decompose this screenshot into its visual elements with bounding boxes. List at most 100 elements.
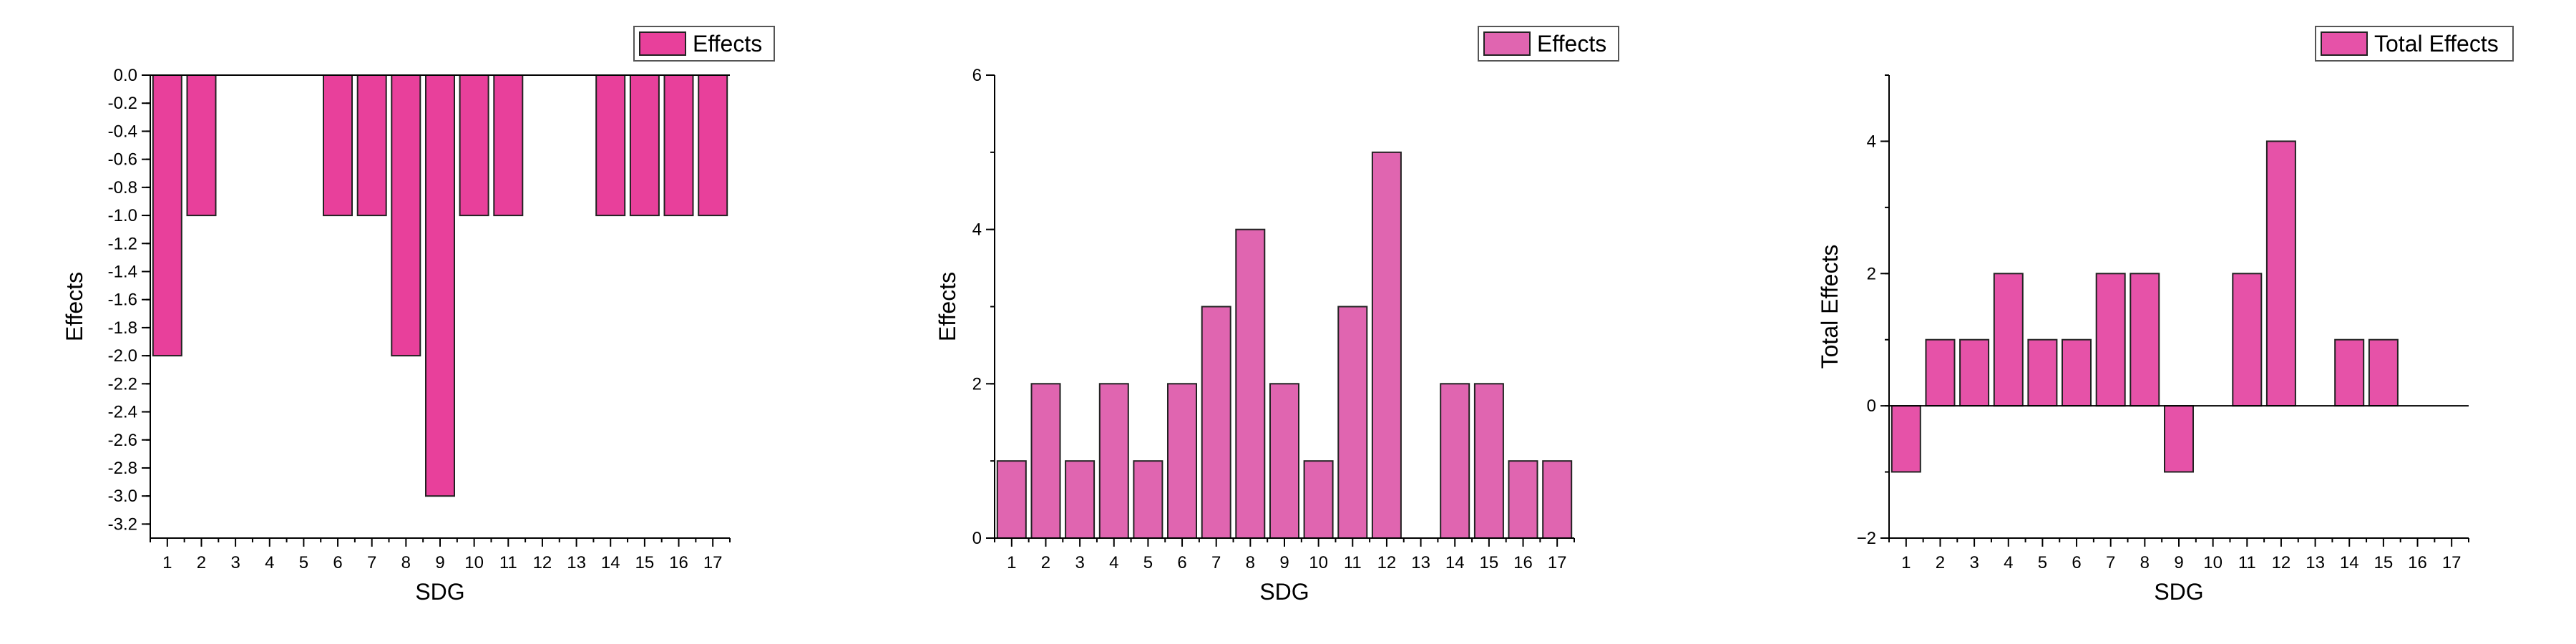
y-tick-label: 0	[1867, 396, 1876, 416]
y-tick-label: -0.8	[108, 178, 137, 197]
bar-sdg-7	[2095, 273, 2126, 407]
y-tick-label: -1.0	[108, 206, 137, 225]
bar-sdg-17	[698, 74, 728, 217]
bar-sdg-6	[1167, 383, 1197, 539]
x-tick-label: 13	[567, 553, 586, 572]
x-tick-label: 10	[464, 553, 484, 572]
bar-sdg-14	[2334, 338, 2365, 407]
y-tick-label: 4	[1867, 132, 1876, 151]
x-tick-label: 15	[635, 553, 655, 572]
y-tick-label: -1.6	[108, 291, 137, 310]
bar-sdg-15	[1473, 383, 1504, 539]
x-tick-label: 12	[2272, 553, 2291, 572]
x-tick-label: 1	[162, 553, 172, 572]
y-tick-label: 2	[1867, 264, 1876, 283]
x-tick-label: 8	[1246, 553, 1255, 572]
bar-sdg-7	[356, 74, 387, 217]
bar-sdg-1	[996, 460, 1027, 540]
y-tick-label: -0.4	[108, 122, 137, 141]
bar-sdg-10	[1303, 460, 1334, 540]
bar-sdg-12	[1371, 151, 1402, 540]
bar-sdg-11	[493, 74, 524, 217]
bar-sdg-14	[1440, 383, 1470, 539]
bar-sdg-7	[1201, 306, 1231, 539]
legend-label: Effects	[1537, 31, 1606, 57]
x-tick-label: 11	[1344, 553, 1362, 572]
y-tick-label: -2.2	[108, 374, 137, 394]
x-tick-label: 4	[265, 553, 274, 572]
bar-sdg-9	[1269, 383, 1299, 539]
y-tick-label: -2.0	[108, 346, 137, 366]
bar-sdg-11	[2232, 273, 2263, 407]
y-tick-label: -2.6	[108, 431, 137, 450]
legend: Total Effects	[2315, 26, 2514, 62]
x-tick-label: 7	[367, 553, 376, 572]
legend-swatch	[1483, 31, 1531, 56]
bar-sdg-8	[1235, 228, 1266, 539]
bar-sdg-15	[629, 74, 660, 217]
bar-sdg-9	[2164, 405, 2194, 473]
y-tick-label: -0.2	[108, 94, 137, 113]
x-tick-label: 2	[1041, 553, 1050, 572]
x-tick-label: 14	[1445, 553, 1465, 572]
x-tick-label: 11	[2238, 553, 2256, 572]
bar-sdg-3	[1959, 338, 1990, 407]
chart-2: 1 2 3 4 5 6 7 8 9 10 11 12 13 14 15 16 170246SDGEffectsE…	[935, 26, 1619, 605]
y-axis-title: Total Effects	[1817, 245, 1843, 369]
x-tick-label: 5	[2038, 553, 2047, 572]
legend-label: Effects	[693, 31, 762, 57]
x-tick-label: 17	[2442, 553, 2462, 572]
y-tick-label: 0	[972, 529, 982, 548]
y-tick-label: 2	[972, 374, 982, 394]
x-tick-label: 2	[197, 553, 206, 572]
chart-1: 1 2 3 4 5 6 7 8 9 10 11 12 13 14 15 16 170.0-0.2-0.4-0.6…	[62, 26, 775, 605]
x-tick-label: 10	[1309, 553, 1328, 572]
bar-sdg-8	[2129, 273, 2160, 407]
x-tick-label: 8	[2140, 553, 2150, 572]
bar-sdg-16	[663, 74, 694, 217]
bar-sdg-16	[1508, 460, 1538, 540]
bar-sdg-6	[2062, 338, 2092, 407]
x-tick-label: 1	[1901, 553, 1911, 572]
y-tick-label: -0.6	[108, 150, 137, 170]
x-tick-label: 4	[1109, 553, 1118, 572]
legend: Effects	[633, 26, 775, 62]
bar-sdg-15	[2368, 338, 2399, 407]
bar-sdg-11	[1337, 306, 1368, 539]
x-tick-label: 7	[1211, 553, 1221, 572]
x-tick-label: 9	[2174, 553, 2183, 572]
legend-label: Total Effects	[2374, 31, 2499, 57]
y-tick-label: 4	[972, 220, 982, 240]
y-tick-label: -2.8	[108, 459, 137, 478]
y-axis-title: Effects	[62, 272, 87, 341]
bar-sdg-3	[1065, 460, 1096, 540]
x-tick-label: 16	[669, 553, 688, 572]
x-tick-label: 8	[401, 553, 411, 572]
y-tick-label: −2	[1857, 529, 1876, 548]
x-tick-label: 12	[1377, 553, 1397, 572]
x-tick-label: 13	[1411, 553, 1430, 572]
x-tick-label: 15	[1480, 553, 1499, 572]
bar-sdg-2	[1030, 383, 1061, 539]
x-tick-label: 1	[1007, 553, 1016, 572]
x-tick-label: 14	[601, 553, 620, 572]
y-tick-label: -1.4	[108, 262, 137, 281]
bar-sdg-8	[391, 74, 421, 357]
bar-sdg-2	[1925, 338, 1956, 407]
x-tick-label: 6	[333, 553, 342, 572]
legend: Effects	[1478, 26, 1619, 62]
y-tick-label: -1.8	[108, 318, 137, 338]
x-tick-label: 3	[1075, 553, 1084, 572]
y-tick-label: -3.2	[108, 514, 137, 534]
y-tick-label: 6	[972, 66, 982, 85]
y-tick-label: 0.0	[114, 66, 137, 85]
x-tick-label: 16	[2408, 553, 2427, 572]
y-tick-label: -2.4	[108, 403, 137, 422]
y-axis-title: Effects	[935, 272, 960, 341]
bar-sdg-10	[459, 74, 489, 217]
x-tick-label: 6	[1177, 553, 1186, 572]
y-tick-label: -1.2	[108, 234, 137, 253]
bar-sdg-2	[186, 74, 217, 217]
